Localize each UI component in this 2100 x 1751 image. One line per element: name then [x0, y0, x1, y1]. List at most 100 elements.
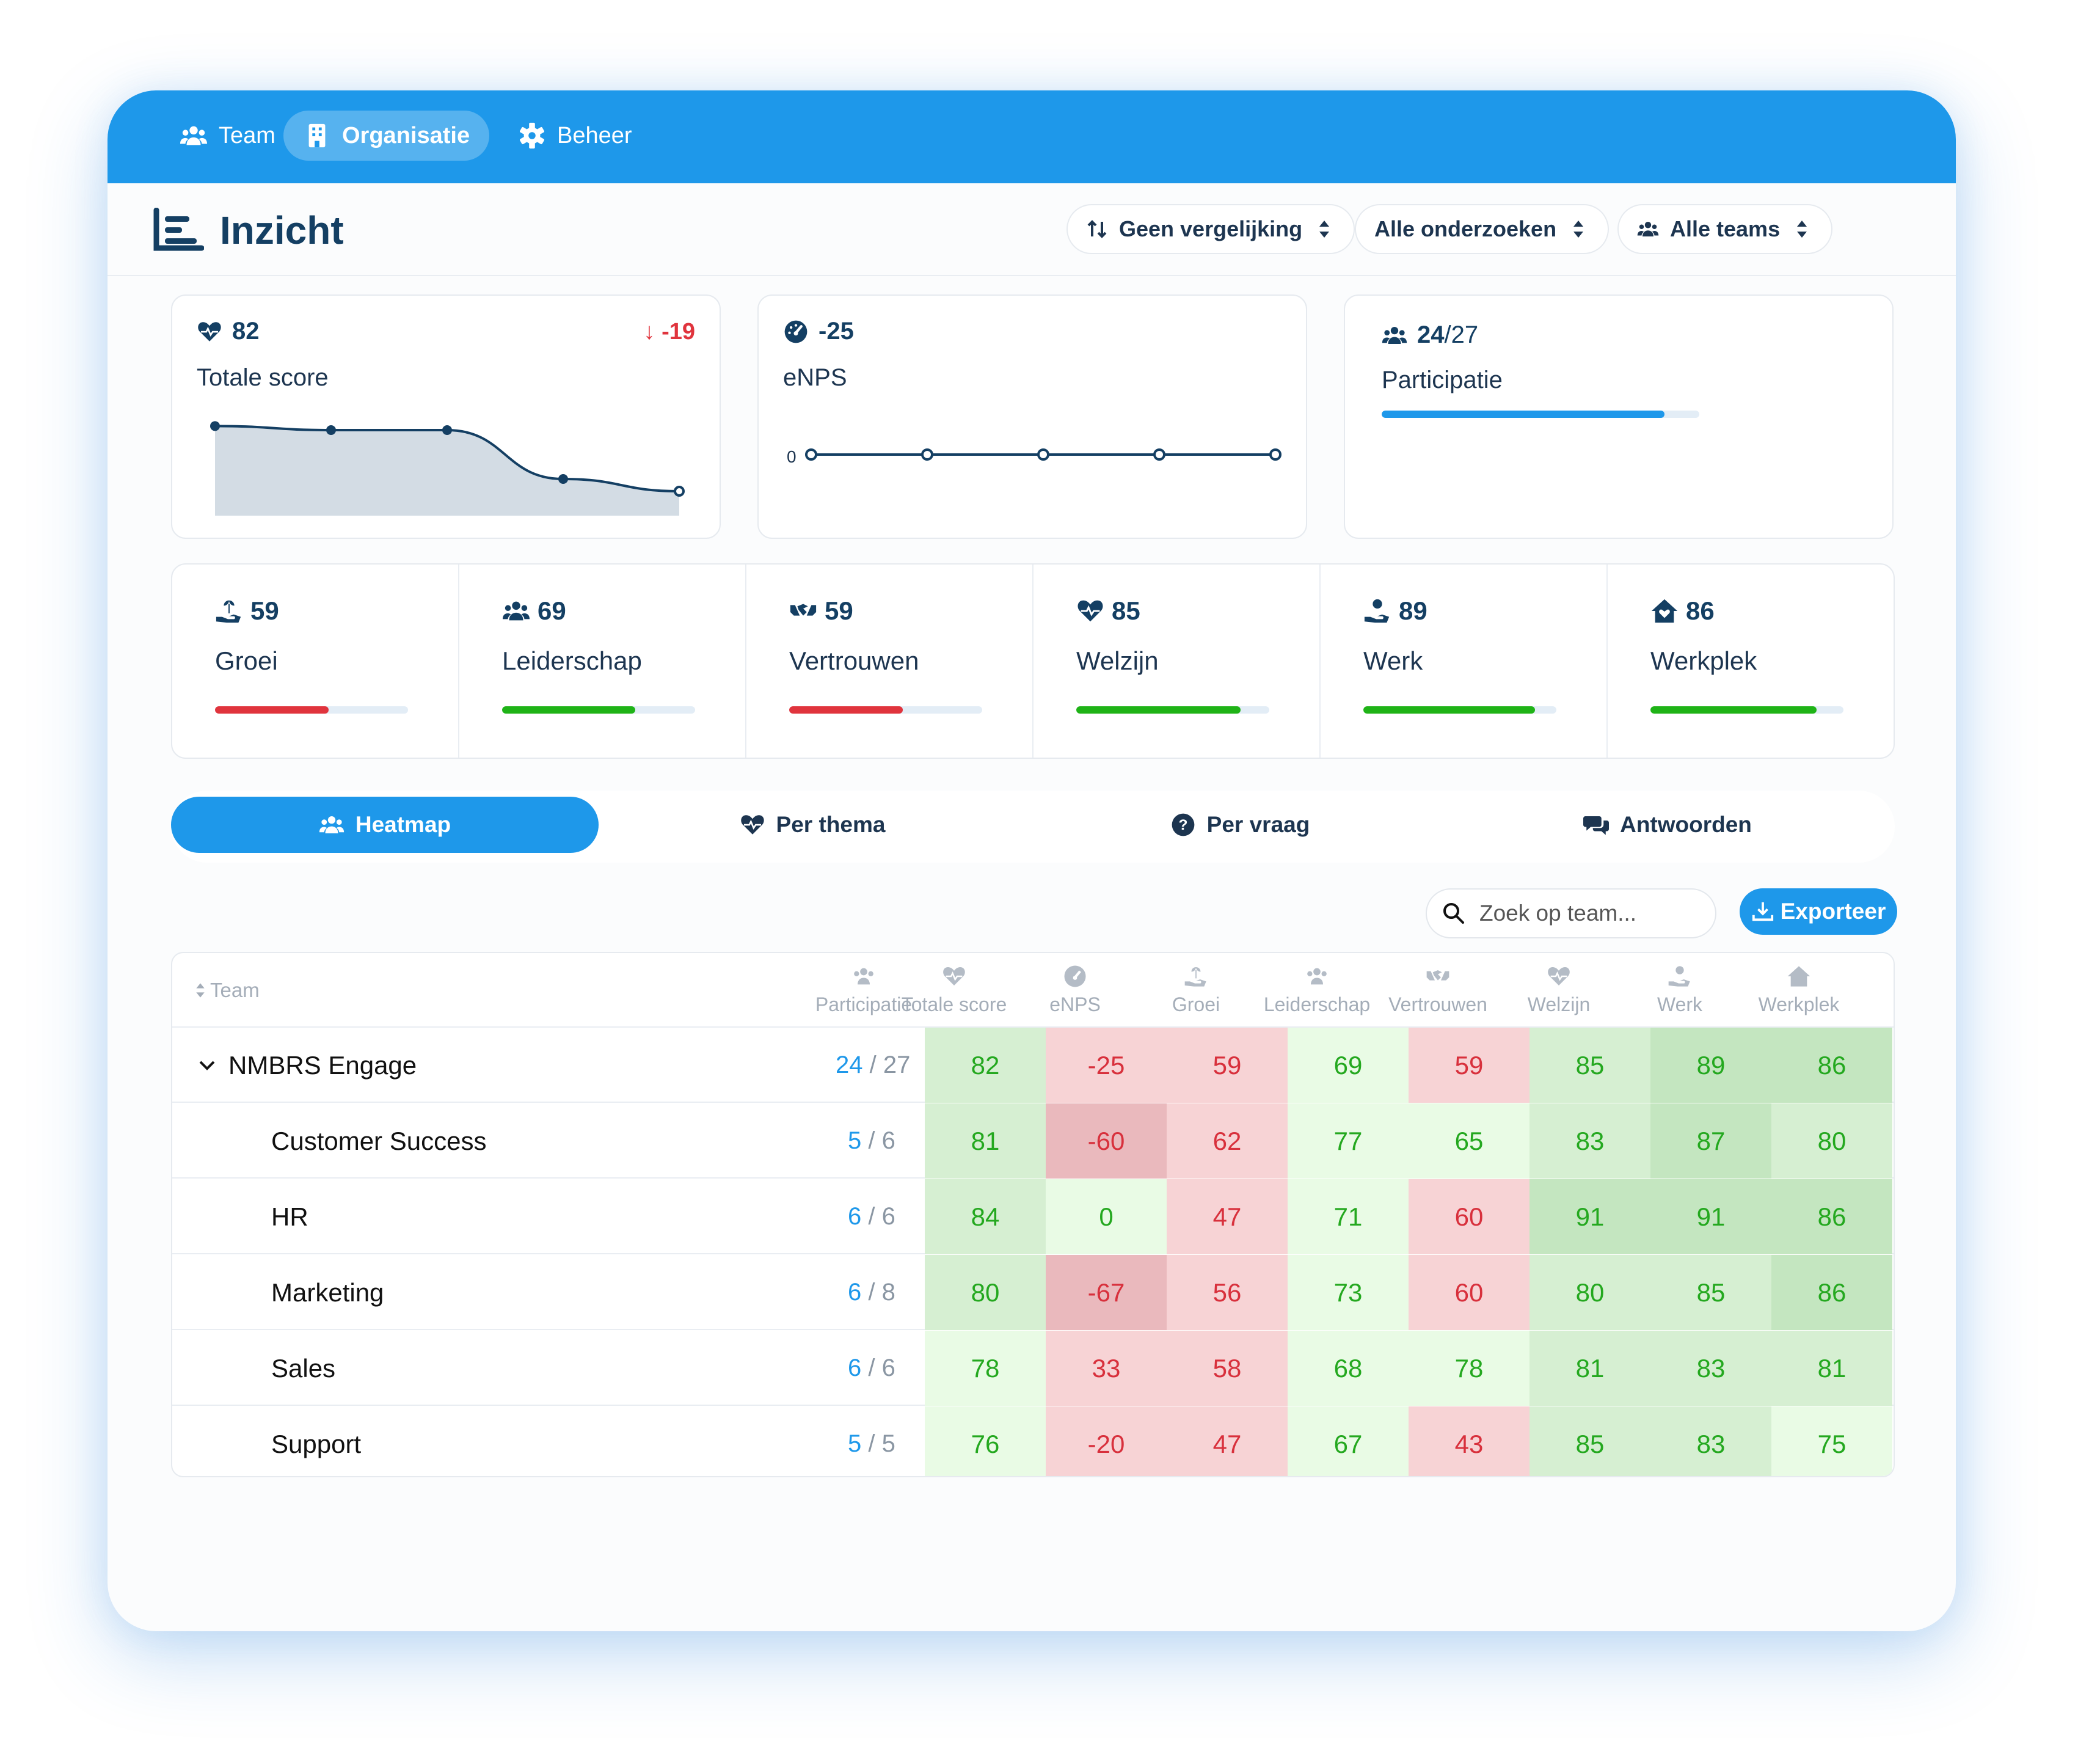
heatmap-cell[interactable]: 86 — [1771, 1179, 1892, 1254]
column-header-welzijn[interactable]: Welzijn — [1499, 960, 1619, 1016]
table-row[interactable]: HR 6 / 6 84 0 47 71 60 91 91 86 — [172, 1179, 1894, 1254]
heatmap-cell[interactable]: 84 — [925, 1179, 1046, 1254]
tab-per-vraag[interactable]: ? Per vraag — [1026, 797, 1454, 853]
search-input-placeholder[interactable]: Zoek op team... — [1479, 901, 1637, 926]
heatmap-cell[interactable]: 86 — [1771, 1255, 1892, 1330]
chevron-updown-icon — [1319, 221, 1330, 238]
table-row[interactable]: Marketing 6 / 8 80 -67 56 73 60 80 85 86 — [172, 1255, 1894, 1330]
column-header-leiderschap[interactable]: Leiderschap — [1257, 960, 1377, 1016]
heatmap-cell[interactable]: 81 — [1529, 1331, 1650, 1406]
row-team-name[interactable]: Support — [271, 1406, 361, 1476]
heatmap-cell[interactable]: -20 — [1046, 1406, 1167, 1476]
heatmap-cell[interactable]: 0 — [1046, 1179, 1167, 1254]
participation-card[interactable]: 24/27 Participatie — [1344, 294, 1894, 539]
heatmap-cell[interactable]: 83 — [1529, 1103, 1650, 1179]
heatmap-cell[interactable]: 69 — [1288, 1028, 1409, 1103]
heatmap-cell[interactable]: 86 — [1771, 1028, 1892, 1103]
nav-team[interactable]: Team — [160, 111, 295, 161]
theme-groei[interactable]: 59 Groei — [172, 565, 459, 758]
column-header-vertrouwen[interactable]: Vertrouwen — [1378, 960, 1498, 1016]
table-row[interactable]: NMBRS Engage 24 / 27 82 -25 59 69 59 85 89 86 — [172, 1028, 1894, 1103]
survey-select[interactable]: Alle onderzoeken — [1355, 204, 1610, 254]
row-team-name[interactable]: Marketing — [271, 1255, 384, 1330]
heatmap-cell[interactable]: 73 — [1288, 1255, 1409, 1330]
heatmap-cell[interactable]: 85 — [1650, 1255, 1771, 1330]
heatmap-cell[interactable]: 60 — [1409, 1255, 1529, 1330]
column-header-werkplek[interactable]: Werkplek — [1739, 960, 1859, 1016]
row-team-name[interactable]: Customer Success — [271, 1103, 486, 1179]
heatmap-cell[interactable]: 59 — [1409, 1028, 1529, 1103]
heatmap-cell[interactable]: 33 — [1046, 1331, 1167, 1406]
heart-pulse-icon — [1077, 600, 1103, 622]
gear-icon — [520, 122, 544, 149]
heatmap-cell[interactable]: 76 — [925, 1406, 1046, 1476]
column-header-werk[interactable]: Werk — [1620, 960, 1740, 1016]
heatmap-cell[interactable]: 68 — [1288, 1331, 1409, 1406]
theme-vertrouwen[interactable]: 59 Vertrouwen — [746, 565, 1034, 758]
heatmap-cell[interactable]: -67 — [1046, 1255, 1167, 1330]
table-row[interactable]: Sales 6 / 6 78 33 58 68 78 81 83 81 — [172, 1331, 1894, 1406]
theme-werk[interactable]: 89 Werk — [1321, 565, 1608, 758]
heatmap-cell[interactable]: 65 — [1409, 1103, 1529, 1179]
heatmap-cell[interactable]: 59 — [1167, 1028, 1288, 1103]
heatmap-cell[interactable]: 78 — [925, 1331, 1046, 1406]
heatmap-cell[interactable]: 47 — [1167, 1179, 1288, 1254]
heatmap-cell[interactable]: 81 — [1771, 1331, 1892, 1406]
heatmap-cell[interactable]: 58 — [1167, 1331, 1288, 1406]
enps-value: -25 — [783, 318, 854, 345]
heatmap-cell[interactable]: 85 — [1529, 1406, 1650, 1476]
heatmap-cell[interactable]: 77 — [1288, 1103, 1409, 1179]
heatmap-cell[interactable]: 81 — [925, 1103, 1046, 1179]
export-button[interactable]: Exporteer — [1740, 888, 1897, 935]
heatmap-cell[interactable]: 56 — [1167, 1255, 1288, 1330]
heatmap-cell[interactable]: -60 — [1046, 1103, 1167, 1179]
tab-per-thema[interactable]: Per thema — [599, 797, 1026, 853]
theme-welzijn[interactable]: 85 Welzijn — [1034, 565, 1321, 758]
heatmap-cell[interactable]: 80 — [1771, 1103, 1892, 1179]
row-team-name[interactable]: Sales — [271, 1331, 335, 1406]
heatmap-cell[interactable]: -25 — [1046, 1028, 1167, 1103]
team-search[interactable]: Zoek op team... — [1426, 888, 1716, 938]
column-header-participatie[interactable]: Participatie — [804, 960, 924, 1016]
theme-leiderschap[interactable]: 69 Leiderschap — [459, 565, 746, 758]
column-header-groei[interactable]: Groei — [1136, 960, 1256, 1016]
comparison-select[interactable]: Geen vergelijking — [1066, 204, 1355, 254]
heatmap-cell[interactable]: 87 — [1650, 1103, 1771, 1179]
team-select[interactable]: Alle teams — [1617, 204, 1833, 254]
column-header-enps[interactable]: eNPS — [1015, 960, 1135, 1016]
heatmap-cell[interactable]: 43 — [1409, 1406, 1529, 1476]
nav-organisatie[interactable]: Organisatie — [283, 111, 490, 161]
heatmap-cell[interactable]: 91 — [1650, 1179, 1771, 1254]
participation-done: 6 — [848, 1279, 862, 1306]
tab-antwoorden-label: Antwoorden — [1620, 812, 1752, 837]
heatmap-cell[interactable]: 80 — [925, 1255, 1046, 1330]
heatmap-cell[interactable]: 78 — [1409, 1331, 1529, 1406]
heatmap-cell[interactable]: 91 — [1529, 1179, 1650, 1254]
nav-beheer[interactable]: Beheer — [498, 111, 652, 161]
team-name-text: Customer Success — [271, 1126, 487, 1155]
column-header-totale-score[interactable]: Totale score — [894, 960, 1014, 1016]
heatmap-cell[interactable]: 62 — [1167, 1103, 1288, 1179]
row-team-name[interactable]: NMBRS Engage — [197, 1028, 417, 1103]
heatmap-cell[interactable]: 60 — [1409, 1179, 1529, 1254]
heatmap-cell[interactable]: 71 — [1288, 1179, 1409, 1254]
heatmap-cell[interactable]: 89 — [1650, 1028, 1771, 1103]
svg-text:?: ? — [1178, 817, 1187, 833]
table-row[interactable]: Customer Success 5 / 6 81 -60 62 77 65 83 87 80 — [172, 1103, 1894, 1179]
table-row[interactable]: Support 5 / 5 76 -20 47 67 43 85 83 75 — [172, 1406, 1894, 1476]
heatmap-cell[interactable]: 47 — [1167, 1406, 1288, 1476]
tab-heatmap[interactable]: Heatmap — [171, 797, 599, 853]
heatmap-cell[interactable]: 67 — [1288, 1406, 1409, 1476]
heatmap-cell[interactable]: 82 — [925, 1028, 1046, 1103]
enps-card[interactable]: -25 eNPS 0 — [757, 294, 1307, 539]
heatmap-cell[interactable]: 85 — [1529, 1028, 1650, 1103]
team-column-header[interactable]: Team — [194, 979, 260, 1002]
heatmap-cell[interactable]: 75 — [1771, 1406, 1892, 1476]
theme-werkplek[interactable]: 86 Werkplek — [1608, 565, 1895, 758]
total-score-card[interactable]: 82 ↓ -19 Totale score — [171, 294, 721, 539]
heatmap-cell[interactable]: 83 — [1650, 1331, 1771, 1406]
row-team-name[interactable]: HR — [271, 1179, 308, 1254]
heatmap-cell[interactable]: 83 — [1650, 1406, 1771, 1476]
heatmap-cell[interactable]: 80 — [1529, 1255, 1650, 1330]
tab-antwoorden[interactable]: Antwoorden — [1454, 797, 1881, 853]
